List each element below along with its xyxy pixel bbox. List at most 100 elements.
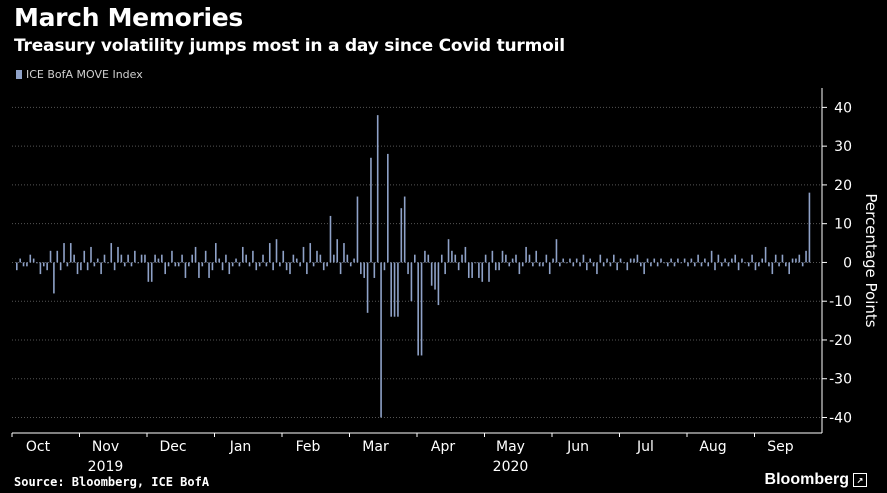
- bar: [268, 243, 271, 263]
- bar: [238, 262, 241, 267]
- bar: [778, 262, 780, 267]
- bar: [295, 258, 298, 263]
- x-tick-label: Sep: [767, 439, 794, 455]
- bar: [134, 250, 136, 263]
- bar: [16, 262, 18, 271]
- bar: [741, 258, 743, 263]
- bar: [680, 262, 683, 264]
- bar: [181, 254, 183, 263]
- bar: [322, 262, 325, 271]
- bar: [137, 262, 140, 264]
- x-tick-label: Jul: [636, 439, 654, 455]
- bar: [660, 258, 662, 263]
- bar: [110, 243, 113, 263]
- x-year-label: 2020: [493, 459, 529, 475]
- bar: [447, 239, 450, 263]
- bar: [339, 262, 342, 275]
- bar: [572, 262, 575, 267]
- bar: [167, 262, 170, 267]
- bar: [731, 258, 733, 263]
- bar: [677, 258, 679, 263]
- bar: [559, 262, 561, 267]
- bar: [434, 262, 436, 290]
- y-tick-label: 10: [834, 217, 852, 233]
- bar: [586, 262, 588, 271]
- bar: [42, 262, 45, 267]
- bar: [333, 254, 335, 263]
- bar: [629, 258, 632, 263]
- bar: [26, 262, 28, 267]
- bar: [59, 262, 62, 271]
- bar: [120, 254, 123, 263]
- bar: [697, 254, 699, 263]
- x-tick-label: May: [496, 439, 525, 455]
- bar: [704, 258, 706, 263]
- x-tick-label: Mar: [362, 439, 389, 455]
- bar: [150, 262, 153, 282]
- y-tick-label: -40: [829, 410, 852, 426]
- bar: [36, 262, 38, 264]
- bar: [727, 262, 730, 267]
- bar: [548, 262, 551, 275]
- bar: [538, 262, 541, 267]
- bar: [221, 262, 224, 271]
- bar: [353, 258, 355, 263]
- bar: [589, 258, 591, 263]
- bar: [751, 254, 753, 263]
- bar: [204, 250, 207, 263]
- bar: [454, 254, 457, 263]
- bar: [801, 262, 804, 267]
- bar: [113, 262, 116, 271]
- bar: [747, 262, 750, 267]
- bar: [575, 258, 578, 263]
- bar: [478, 262, 480, 278]
- bar: [707, 262, 710, 267]
- bar: [235, 258, 237, 263]
- bar: [724, 258, 726, 263]
- bar: [774, 254, 777, 263]
- bar: [63, 243, 65, 263]
- bar: [788, 262, 790, 275]
- bar: [646, 258, 649, 263]
- bar: [424, 250, 426, 263]
- bar: [673, 262, 676, 267]
- bar: [215, 243, 217, 263]
- bar: [521, 262, 524, 267]
- bar: [265, 262, 268, 267]
- bar: [90, 246, 92, 263]
- legend-label: ICE BofA MOVE Index: [26, 68, 143, 81]
- bar: [555, 239, 558, 263]
- x-tick-label: Oct: [26, 439, 51, 455]
- bar: [56, 250, 59, 263]
- bar: [373, 262, 376, 278]
- bar: [528, 254, 531, 263]
- bar: [491, 250, 494, 263]
- bar: [336, 239, 339, 263]
- bar: [279, 262, 281, 267]
- bar: [407, 262, 409, 275]
- bar: [464, 246, 467, 263]
- y-tick-label: 30: [834, 139, 852, 155]
- source-note: Source: Bloomberg, ICE BofA: [14, 475, 210, 489]
- bar: [616, 262, 618, 271]
- bar: [440, 254, 443, 263]
- bar: [343, 243, 345, 263]
- bar: [768, 262, 770, 267]
- bar: [174, 262, 177, 267]
- bar: [346, 254, 349, 263]
- bar: [144, 254, 146, 263]
- bar: [380, 262, 382, 418]
- bar: [505, 254, 507, 263]
- bar: [579, 262, 581, 267]
- bar: [194, 246, 197, 263]
- bar: [410, 262, 413, 302]
- bar: [262, 254, 264, 263]
- bar: [542, 262, 544, 267]
- bar: [717, 254, 720, 263]
- bar: [255, 262, 258, 271]
- bar: [275, 239, 278, 263]
- bar: [737, 262, 740, 271]
- bar: [312, 262, 315, 267]
- x-tick-label: Feb: [296, 439, 321, 455]
- bar: [86, 262, 89, 271]
